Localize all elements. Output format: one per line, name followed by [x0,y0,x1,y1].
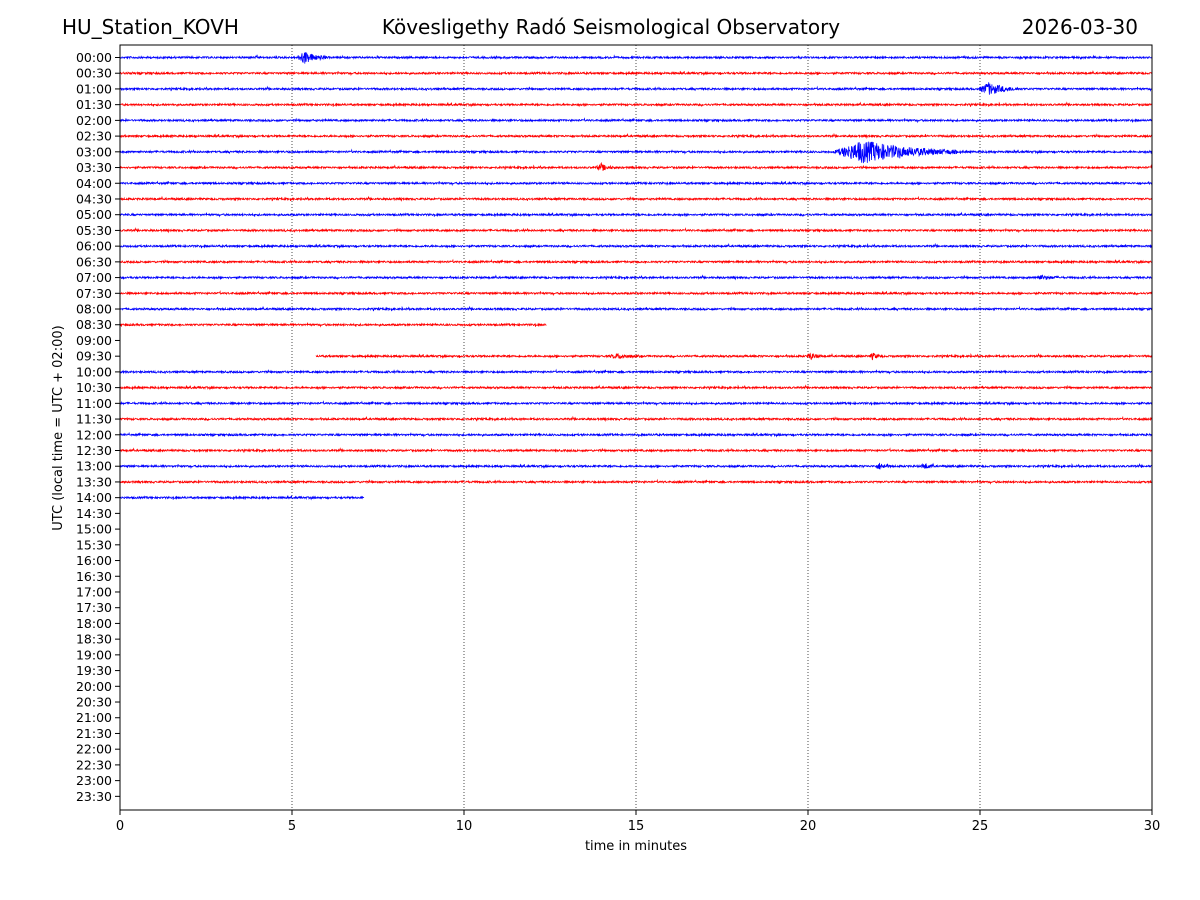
x-tick-label-6: 30 [1144,819,1161,834]
trace-04-00 [119,180,1153,187]
y-tick-label-30: 15:00 [76,522,112,537]
y-tick-label-11: 05:30 [76,223,112,238]
trace-10-00 [119,368,1153,375]
y-tick-label-42: 21:00 [76,710,112,725]
y-tick-label-39: 19:30 [76,663,112,678]
plot-date: 2026-03-30 [1021,15,1138,39]
y-tick-label-15: 07:30 [76,286,112,301]
y-tick-label-40: 20:00 [76,679,112,694]
trace-02-30 [119,132,1153,140]
y-tick-label-5: 02:30 [76,129,112,144]
y-tick-label-45: 22:30 [76,757,112,772]
trace-03-30 [119,161,1153,171]
x-tick-label-1: 5 [288,819,296,834]
station-name: HU_Station_KOVH [62,15,239,39]
y-tick-label-17: 08:30 [76,317,112,332]
y-tick-label-2: 01:00 [76,81,112,96]
y-tick-label-29: 14:30 [76,506,112,521]
y-tick-label-9: 04:30 [76,191,112,206]
x-tick-label-5: 25 [972,819,989,834]
y-tick-label-12: 06:00 [76,239,112,254]
y-tick-label-6: 03:00 [76,144,112,159]
y-tick-label-36: 18:00 [76,616,112,631]
y-tick-label-25: 12:30 [76,443,112,458]
trace-13-30 [119,478,1153,485]
y-tick-label-34: 17:00 [76,584,112,599]
trace-01-00 [119,82,1153,95]
y-tick-label-4: 02:00 [76,113,112,128]
trace-08-30 [119,322,547,328]
y-tick-label-0: 00:00 [76,50,112,65]
y-tick-label-28: 14:00 [76,490,112,505]
y-tick-label-19: 09:30 [76,349,112,364]
x-tick-label-2: 10 [456,819,473,834]
y-tick-label-10: 05:00 [76,207,112,222]
trace-07-00 [119,274,1153,281]
x-tick-label-3: 15 [628,819,645,834]
trace-00-00 [119,52,1153,64]
trace-13-00 [119,462,1153,470]
x-tick-label-4: 20 [800,819,817,834]
y-tick-label-8: 04:00 [76,176,112,191]
y-tick-label-33: 16:30 [76,569,112,584]
trace-05-00 [119,211,1152,218]
x-axis: 0 5 10 15 20 25 30 [116,810,1160,834]
trace-11-30 [119,415,1153,423]
y-tick-label-3: 01:30 [76,97,112,112]
y-tick-label-43: 21:30 [76,726,112,741]
y-tick-label-46: 23:00 [76,773,112,788]
y-tick-label-16: 08:00 [76,302,112,317]
y-tick-label-21: 10:30 [76,380,112,395]
y-tick-label-22: 11:00 [76,396,112,411]
y-tick-label-37: 18:30 [76,632,112,647]
trace-10-30 [119,384,1152,391]
trace-14-00 [119,494,365,501]
trace-layer [119,52,1153,501]
trace-07-30 [119,290,1152,297]
y-tick-label-27: 13:30 [76,474,112,489]
trace-02-00 [119,117,1153,124]
trace-06-00 [119,242,1153,249]
trace-09-30 [315,352,1153,361]
y-tick-label-18: 09:00 [76,333,112,348]
y-tick-label-32: 16:00 [76,553,112,568]
trace-11-00 [119,400,1153,407]
y-tick-label-20: 10:00 [76,364,112,379]
observatory-title: Kövesligethy Radó Seismological Observat… [381,15,841,39]
trace-04-30 [119,195,1152,202]
y-axis-label: UTC (local time = UTC + 02:00) [51,325,66,530]
y-tick-label-44: 22:00 [76,742,112,757]
trace-06-30 [119,258,1153,265]
trace-05-30 [119,227,1153,234]
x-axis-label: time in minutes [585,839,687,854]
y-tick-label-31: 15:30 [76,537,112,552]
y-tick-label-14: 07:00 [76,270,112,285]
y-tick-label-35: 17:30 [76,600,112,615]
y-tick-label-26: 13:00 [76,459,112,474]
trace-12-00 [119,431,1153,438]
trace-00-30 [119,70,1153,77]
y-tick-label-1: 00:30 [76,66,112,81]
trace-12-30 [119,447,1152,453]
y-axis: 00:0000:3001:0001:3002:0002:3003:0003:30… [76,50,120,804]
trace-08-00 [119,305,1153,312]
y-tick-label-7: 03:30 [76,160,112,175]
trace-03-00 [119,141,1153,164]
y-tick-label-47: 23:30 [76,789,112,804]
x-tick-label-0: 0 [116,819,124,834]
y-tick-label-38: 19:00 [76,647,112,662]
grid-lines [291,45,981,810]
trace-01-30 [119,101,1153,108]
y-tick-label-41: 20:30 [76,695,112,710]
y-tick-label-13: 06:30 [76,254,112,269]
y-tick-label-23: 11:30 [76,412,112,427]
y-tick-label-24: 12:00 [76,427,112,442]
